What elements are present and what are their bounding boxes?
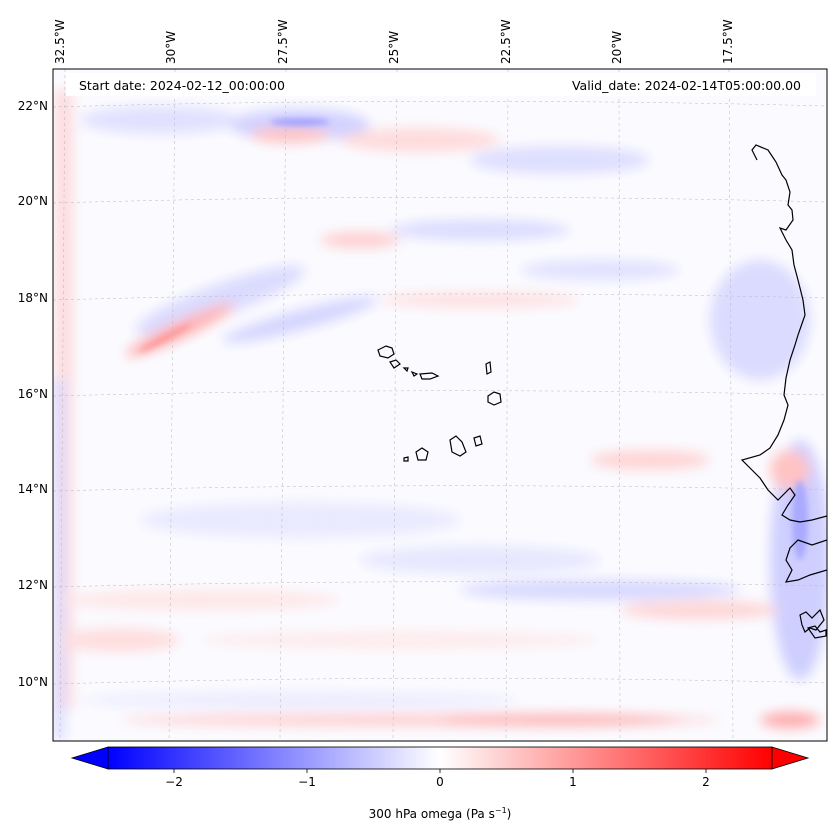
colorbar-tick-label: 0	[436, 775, 444, 789]
omega-field	[53, 69, 827, 741]
lon-label: 20°W	[610, 30, 624, 64]
start-date-text: Start date: 2024-02-12_00:00:00	[79, 78, 285, 93]
colorbar-gradient	[107, 746, 773, 770]
lon-label: 22.5°W	[499, 19, 513, 64]
lon-label: 27.5°W	[276, 19, 290, 64]
lon-label: 25°W	[387, 30, 401, 64]
colorbar-tick-label: −2	[165, 775, 183, 789]
lat-label: 14°N	[17, 482, 48, 496]
colorbar-tick-label: 2	[702, 775, 710, 789]
lat-label: 12°N	[17, 578, 48, 592]
lat-label: 18°N	[17, 291, 48, 305]
lat-label: 10°N	[17, 675, 48, 689]
valid-date-text: Valid_date: 2024-02-14T05:00:00.00	[571, 78, 801, 93]
title-band	[66, 73, 816, 96]
graticule	[53, 69, 827, 741]
colorbar-tick-label: −1	[298, 775, 316, 789]
colorbar-label: 300 hPa omega (Pa s−1)	[368, 806, 512, 821]
coastline	[377, 144, 827, 639]
lat-label: 22°N	[17, 99, 48, 113]
map-frame	[52, 68, 828, 742]
lon-label: 30°W	[164, 30, 178, 64]
lon-label: 17.5°W	[721, 19, 735, 64]
lat-label: 16°N	[17, 387, 48, 401]
colorbar-tick-label: 1	[569, 775, 577, 789]
colorbar-extend-low	[70, 746, 109, 770]
lon-label: 32.5°W	[53, 19, 67, 64]
colorbar-extend-high	[771, 746, 810, 770]
lat-label: 20°N	[17, 194, 48, 208]
colorbar	[70, 746, 810, 773]
